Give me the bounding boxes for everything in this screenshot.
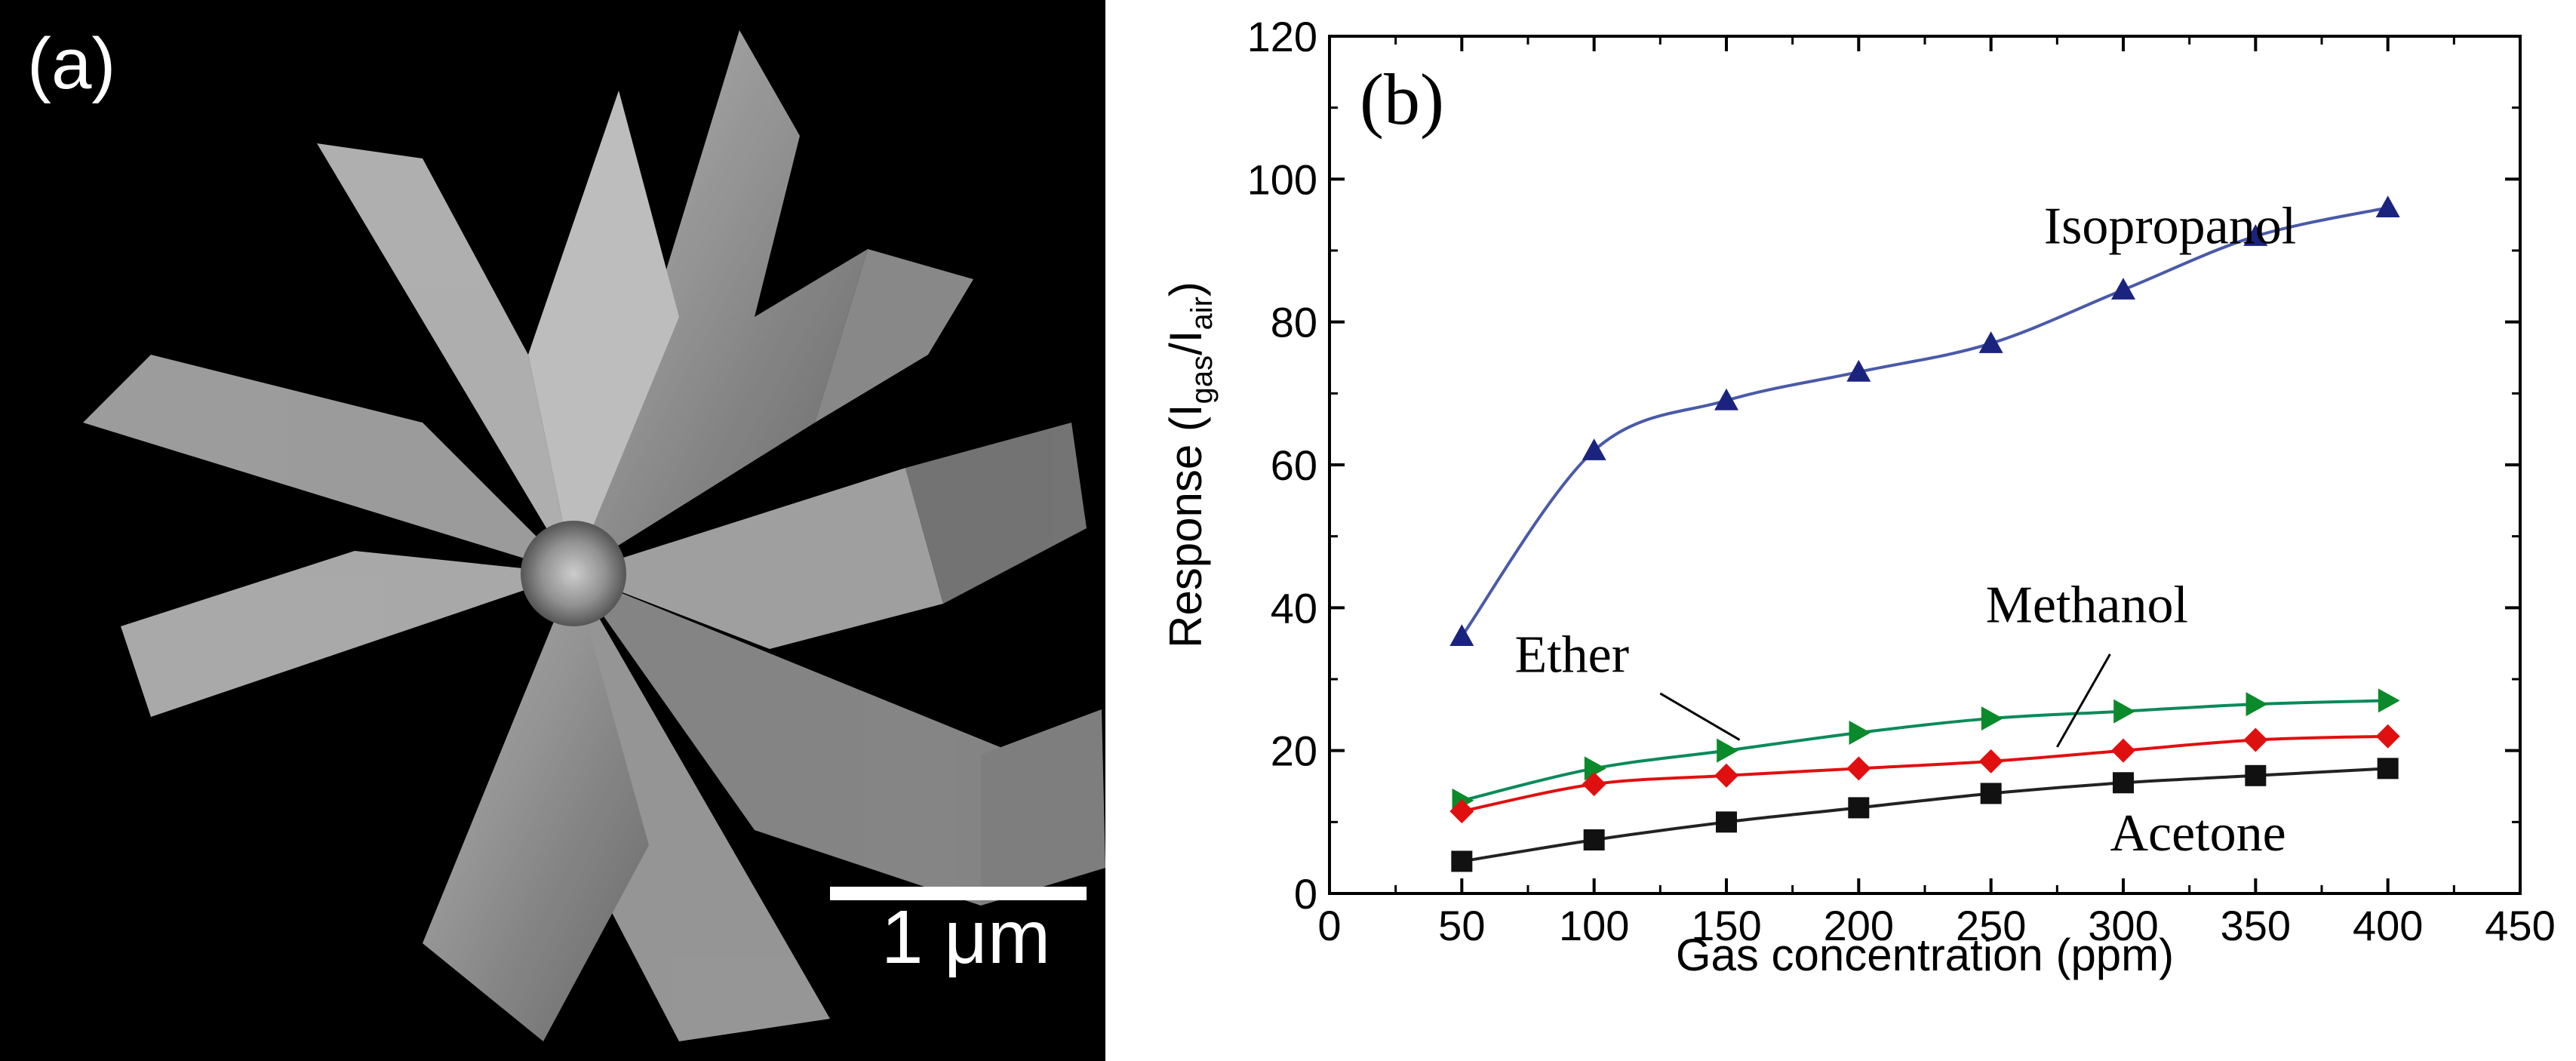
data-point-isopropanol [1714,388,1738,411]
crystal-structure [83,30,1105,1041]
data-point-acetone [1716,811,1737,833]
chart-panel: 0 50 100 150 200 250 300 350 400 450 0 20 40 60 80 100 1… [1132,0,2576,1061]
sem-micrograph [0,0,1105,1061]
data-point-isopropanol [1978,331,2003,353]
x-tick-label: 0 [1317,902,1341,949]
series-line-methanol [1461,734,2388,813]
data-point-acetone [1848,797,1870,819]
chart-labels: (b) Isopropanol Ether Methanol Acetone [1360,59,2296,863]
data-point-acetone [2113,772,2134,794]
data-point-acetone [2377,758,2399,780]
x-tick-label: 300 [2088,902,2158,949]
x-tick-label: 450 [2485,902,2555,949]
data-point-methanol [2243,727,2268,752]
data-point-acetone [1451,850,1473,872]
data-point-methanol [1449,799,1474,824]
data-point-acetone [1583,829,1605,850]
y-axis-label: Response (Igas/Iair) [1160,281,1219,648]
series-line-isopropanol [1460,206,2389,638]
data-point-ether [2113,699,2135,724]
data-point-acetone [2245,764,2267,786]
data-point-methanol [1582,772,1606,797]
series-annotation-acetone: Acetone [2110,804,2286,863]
data-point-methanol [1714,763,1738,788]
y-tick-label: 100 [1247,155,1317,203]
series-acetone [1451,758,2399,872]
chart-series [1449,195,2400,872]
data-point-isopropanol [1582,438,1606,460]
ether-leader-line [1659,692,1741,741]
data-point-isopropanol [2375,195,2400,217]
x-tick-label: 400 [2353,902,2423,949]
chart-axes: 0 50 100 150 200 250 300 350 400 450 0 20 40 60 80 100 1… [1160,13,2556,980]
data-point-ether [2246,692,2268,717]
data-point-methanol [2111,738,2135,763]
panel-b-label: (b) [1360,59,1444,140]
series-line-ether [1461,699,2388,802]
data-point-isopropanol [2111,278,2135,300]
y-tick-label: 120 [1247,13,1317,60]
y-tick-label: 40 [1271,584,1317,632]
y-tick-label: 0 [1294,870,1317,918]
data-point-ether [1717,738,1738,763]
series-line-acetone [1462,767,2388,863]
data-point-isopropanol [1449,624,1474,646]
series-annotation-methanol: Methanol [1986,576,2188,634]
methanol-leader-line [2056,654,2111,748]
response-chart: 0 50 100 150 200 250 300 350 400 450 0 20 40 60 80 100 1… [1160,13,2556,980]
data-point-ether [1981,706,2003,731]
series-ether [1452,688,2400,813]
data-point-methanol [1978,749,2003,773]
data-point-ether [1584,756,1606,781]
series-annotation-isopropanol: Isopropanol [2044,198,2296,256]
series-annotation-ether: Ether [1514,626,1629,684]
y-tick-label: 20 [1271,727,1317,775]
y-tick-label: 60 [1271,441,1317,489]
data-point-isopropanol [1846,359,1871,382]
x-tick-label: 250 [1956,902,2026,949]
data-point-acetone [1980,783,2002,804]
data-point-isopropanol [2243,224,2268,246]
data-point-methanol [2375,724,2400,749]
data-point-ether [2378,688,2400,713]
sem-image-panel: (a) 1 μm [0,0,1105,1061]
y-tick-label: 80 [1271,299,1317,346]
panel-a-label: (a) [27,23,116,104]
data-point-ether [1849,721,1871,745]
x-tick-label: 100 [1559,902,1629,949]
data-point-methanol [1846,756,1871,781]
x-tick-label: 200 [1824,902,1894,949]
x-tick-label: 350 [2221,902,2291,949]
x-tick-label: 50 [1438,902,1485,949]
series-methanol [1449,724,2400,824]
series-isopropanol [1449,195,2400,646]
scale-bar-label: 1 μm [881,895,1051,980]
x-axis-label: Gas concentration (ppm) [1676,930,2174,980]
x-tick-label: 150 [1691,902,1761,949]
scale-bar [830,887,1087,900]
